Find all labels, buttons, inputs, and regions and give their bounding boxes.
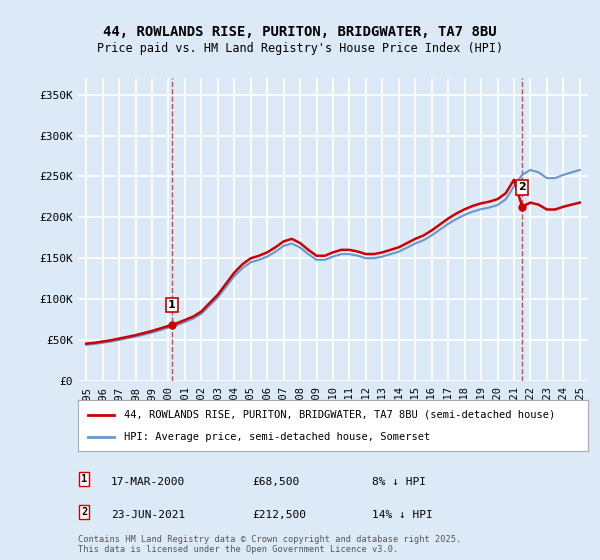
Text: £212,500: £212,500 <box>252 510 306 520</box>
Text: £68,500: £68,500 <box>252 477 299 487</box>
Text: 14% ↓ HPI: 14% ↓ HPI <box>372 510 433 520</box>
Text: 44, ROWLANDS RISE, PURITON, BRIDGWATER, TA7 8BU (semi-detached house): 44, ROWLANDS RISE, PURITON, BRIDGWATER, … <box>124 409 555 419</box>
Text: 2: 2 <box>81 507 87 517</box>
Text: HPI: Average price, semi-detached house, Somerset: HPI: Average price, semi-detached house,… <box>124 432 430 442</box>
Text: 2: 2 <box>518 183 526 193</box>
Text: 23-JUN-2021: 23-JUN-2021 <box>111 510 185 520</box>
Text: Price paid vs. HM Land Registry's House Price Index (HPI): Price paid vs. HM Land Registry's House … <box>97 42 503 55</box>
Text: 1: 1 <box>81 474 87 484</box>
Text: 1: 1 <box>168 300 176 310</box>
Text: 17-MAR-2000: 17-MAR-2000 <box>111 477 185 487</box>
Text: Contains HM Land Registry data © Crown copyright and database right 2025.
This d: Contains HM Land Registry data © Crown c… <box>78 535 461 554</box>
Text: 44, ROWLANDS RISE, PURITON, BRIDGWATER, TA7 8BU: 44, ROWLANDS RISE, PURITON, BRIDGWATER, … <box>103 25 497 39</box>
Text: 8% ↓ HPI: 8% ↓ HPI <box>372 477 426 487</box>
